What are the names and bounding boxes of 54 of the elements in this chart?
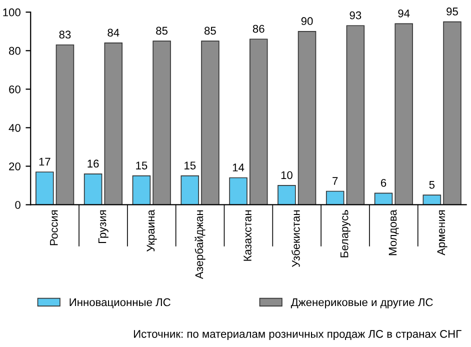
bar	[84, 173, 102, 205]
data-label: 95	[446, 8, 458, 16]
data-label: 7	[332, 177, 338, 185]
data-label: 83	[59, 30, 71, 39]
bar	[229, 177, 248, 205]
data-label: 14	[232, 164, 244, 172]
bar	[422, 194, 442, 205]
x-tick-label: Армения	[437, 210, 448, 256]
data-label: 90	[301, 17, 313, 26]
legend-label: Инновационные ЛС	[70, 298, 170, 308]
y-tick-label: 60	[9, 85, 20, 94]
data-label: 17	[39, 158, 50, 166]
bar	[326, 190, 344, 205]
bar	[394, 23, 413, 205]
bar	[152, 40, 171, 205]
bar	[346, 25, 365, 205]
bar	[104, 42, 123, 205]
bar	[56, 44, 74, 205]
bar	[374, 192, 393, 205]
x-tick-label: Грузия	[98, 210, 108, 243]
data-label: 10	[281, 171, 292, 180]
data-label: 5	[429, 180, 435, 189]
data-label: 93	[350, 11, 362, 20]
data-label: 16	[88, 160, 99, 168]
legend-label: Дженериковые и другие ЛС	[290, 298, 433, 308]
data-label: 84	[108, 28, 120, 37]
bar	[278, 185, 296, 205]
data-label: 6	[380, 178, 386, 187]
data-label: 15	[184, 162, 196, 170]
bar	[180, 175, 200, 205]
y-tick-label: 40	[8, 124, 20, 132]
x-tick-label: Узбекистан	[292, 210, 300, 268]
data-label: 85	[156, 26, 168, 35]
data-label: 86	[252, 24, 264, 33]
bar	[249, 38, 268, 205]
text: Источник: по материалам розничных продаж ЛС в странах СНГ	[134, 330, 462, 340]
data-label: 85	[204, 26, 216, 35]
x-tick-label: Украина	[146, 210, 157, 252]
x-tick-label: Казахстан	[244, 210, 252, 261]
bar	[298, 30, 316, 205]
bar	[132, 175, 151, 205]
y-tick-label: 100	[3, 8, 20, 16]
data-label: 94	[398, 9, 410, 18]
y-tick-label: 0	[15, 200, 20, 209]
bar	[201, 40, 220, 205]
bar	[36, 172, 54, 205]
y-tick-label: 80	[9, 46, 20, 55]
x-tick-label: Россия	[50, 210, 58, 246]
data-label: 15	[136, 162, 148, 170]
bar	[443, 21, 462, 205]
y-tick-label: 20	[9, 162, 20, 170]
x-tick-label: Беларусь	[340, 210, 350, 258]
x-tick-label: Молдова	[388, 210, 399, 256]
x-tick-label: Азербайджан	[194, 210, 206, 280]
